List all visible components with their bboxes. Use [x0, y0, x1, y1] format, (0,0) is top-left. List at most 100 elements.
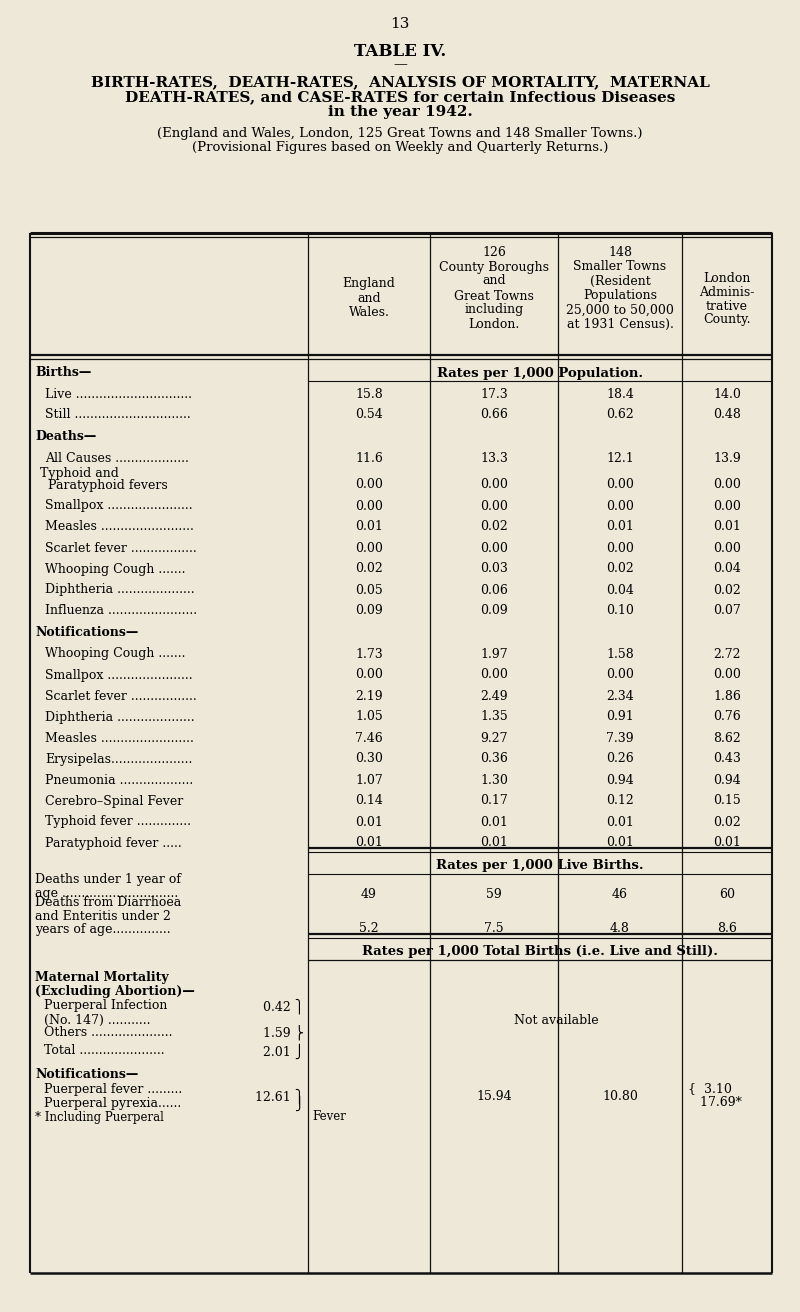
Text: (Provisional Figures based on Weekly and Quarterly Returns.): (Provisional Figures based on Weekly and… — [192, 140, 608, 154]
Text: 0.07: 0.07 — [713, 605, 741, 618]
Text: TABLE IV.: TABLE IV. — [354, 43, 446, 60]
Text: 0.04: 0.04 — [606, 584, 634, 597]
Text: 9.27: 9.27 — [480, 732, 508, 744]
Text: DEATH-RATES, and CASE-RATES for certain Infectious Diseases: DEATH-RATES, and CASE-RATES for certain … — [125, 91, 675, 104]
Text: 25,000 to 50,000: 25,000 to 50,000 — [566, 303, 674, 316]
Text: Whooping Cough .......: Whooping Cough ....... — [45, 563, 186, 576]
Text: 0.12: 0.12 — [606, 795, 634, 807]
Text: 0.02: 0.02 — [480, 521, 508, 534]
Text: Whooping Cough .......: Whooping Cough ....... — [45, 648, 186, 660]
Text: Paratyphoid fever .....: Paratyphoid fever ..... — [45, 837, 182, 849]
Text: 0.01: 0.01 — [355, 521, 383, 534]
Text: Still ..............................: Still .............................. — [45, 408, 190, 421]
Text: 1.86: 1.86 — [713, 690, 741, 702]
Text: in the year 1942.: in the year 1942. — [328, 105, 472, 119]
Text: 0.00: 0.00 — [355, 542, 383, 555]
Text: 1.05: 1.05 — [355, 711, 383, 723]
Text: 0.00: 0.00 — [606, 500, 634, 513]
Text: Paratyphoid fevers: Paratyphoid fevers — [48, 479, 168, 492]
Text: County.: County. — [703, 314, 750, 327]
Text: Pneumonia ...................: Pneumonia ................... — [45, 774, 194, 786]
Text: 0.15: 0.15 — [713, 795, 741, 807]
Text: London.: London. — [468, 318, 520, 331]
Text: Diphtheria ....................: Diphtheria .................... — [45, 584, 194, 597]
Text: (England and Wales, London, 125 Great Towns and 148 Smaller Towns.): (England and Wales, London, 125 Great To… — [158, 126, 642, 139]
Text: Populations: Populations — [583, 290, 657, 303]
Text: 13.3: 13.3 — [480, 451, 508, 464]
Text: 7.5: 7.5 — [484, 922, 504, 935]
Text: Cerebro–Spinal Fever: Cerebro–Spinal Fever — [45, 795, 183, 807]
Text: 12.1: 12.1 — [606, 451, 634, 464]
Text: Measles ........................: Measles ........................ — [45, 521, 194, 534]
Text: Live ..............................: Live .............................. — [45, 387, 192, 400]
Text: 17.3: 17.3 — [480, 387, 508, 400]
Text: 0.00: 0.00 — [355, 669, 383, 681]
Text: 0.01: 0.01 — [355, 816, 383, 828]
Text: 0.06: 0.06 — [480, 584, 508, 597]
Text: 0.02: 0.02 — [606, 563, 634, 576]
Text: 0.54: 0.54 — [355, 408, 383, 421]
Text: 49: 49 — [361, 887, 377, 900]
Text: Deaths—: Deaths— — [35, 430, 96, 443]
Text: 2.72: 2.72 — [714, 648, 741, 660]
Text: 0.09: 0.09 — [355, 605, 383, 618]
Text: 0.10: 0.10 — [606, 605, 634, 618]
Text: 1.58: 1.58 — [606, 648, 634, 660]
Text: 14.0: 14.0 — [713, 387, 741, 400]
Text: {  3.10: { 3.10 — [688, 1082, 732, 1096]
Text: 0.01: 0.01 — [480, 837, 508, 849]
Text: 0.09: 0.09 — [480, 605, 508, 618]
Text: 0.02: 0.02 — [713, 584, 741, 597]
Text: 0.00: 0.00 — [713, 542, 741, 555]
Text: 1.07: 1.07 — [355, 774, 383, 786]
Text: Smallpox ......................: Smallpox ...................... — [45, 500, 193, 513]
Text: 0.00: 0.00 — [606, 542, 634, 555]
Text: BIRTH-RATES,  DEATH-RATES,  ANALYSIS OF MORTALITY,  MATERNAL: BIRTH-RATES, DEATH-RATES, ANALYSIS OF MO… — [90, 75, 710, 89]
Text: 0.00: 0.00 — [355, 479, 383, 492]
Text: Puerperal pyrexia......: Puerperal pyrexia...... — [44, 1097, 182, 1110]
Text: and: and — [482, 274, 506, 287]
Text: 0.04: 0.04 — [713, 563, 741, 576]
Text: 0.94: 0.94 — [606, 774, 634, 786]
Text: 0.00: 0.00 — [480, 542, 508, 555]
Text: 0.14: 0.14 — [355, 795, 383, 807]
Text: Puerperal fever .........: Puerperal fever ......... — [44, 1082, 182, 1096]
Text: Erysipelas.....................: Erysipelas..................... — [45, 753, 192, 765]
Text: 0.48: 0.48 — [713, 408, 741, 421]
Text: 0.01: 0.01 — [480, 816, 508, 828]
Text: 126: 126 — [482, 247, 506, 260]
Text: 0.05: 0.05 — [355, 584, 383, 597]
Text: and: and — [357, 291, 381, 304]
Text: 0.01: 0.01 — [606, 837, 634, 849]
Text: Measles ........................: Measles ........................ — [45, 732, 194, 744]
Text: 0.91: 0.91 — [606, 711, 634, 723]
Text: Fever: Fever — [312, 1110, 346, 1123]
Text: 2.01 ⎭: 2.01 ⎭ — [263, 1043, 304, 1059]
Text: Wales.: Wales. — [349, 306, 390, 319]
Text: 0.03: 0.03 — [480, 563, 508, 576]
Text: 0.02: 0.02 — [713, 816, 741, 828]
Text: including: including — [464, 303, 524, 316]
Text: 0.76: 0.76 — [713, 711, 741, 723]
Text: 7.39: 7.39 — [606, 732, 634, 744]
Text: * Including Puerperal: * Including Puerperal — [35, 1110, 164, 1123]
Text: 5.2: 5.2 — [359, 922, 379, 935]
Text: Maternal Mortality: Maternal Mortality — [35, 971, 169, 984]
Text: years of age...............: years of age............... — [35, 922, 170, 935]
Text: 0.42 ⎫: 0.42 ⎫ — [263, 998, 304, 1014]
Text: 0.26: 0.26 — [606, 753, 634, 765]
Text: Not available: Not available — [514, 1013, 598, 1026]
Text: 0.36: 0.36 — [480, 753, 508, 765]
Text: Rates per 1,000 Total Births (i.e. Live and Still).: Rates per 1,000 Total Births (i.e. Live … — [362, 946, 718, 959]
Text: Rates per 1,000 Live Births.: Rates per 1,000 Live Births. — [436, 859, 644, 872]
Text: 2.34: 2.34 — [606, 690, 634, 702]
Text: 7.46: 7.46 — [355, 732, 383, 744]
Text: 59: 59 — [486, 887, 502, 900]
Text: at 1931 Census).: at 1931 Census). — [566, 318, 674, 331]
Text: 0.17: 0.17 — [480, 795, 508, 807]
Text: 18.4: 18.4 — [606, 387, 634, 400]
Text: age ..............................: age .............................. — [35, 887, 178, 900]
Text: 17.69*: 17.69* — [688, 1097, 742, 1110]
Text: England: England — [342, 278, 395, 290]
Text: 0.43: 0.43 — [713, 753, 741, 765]
